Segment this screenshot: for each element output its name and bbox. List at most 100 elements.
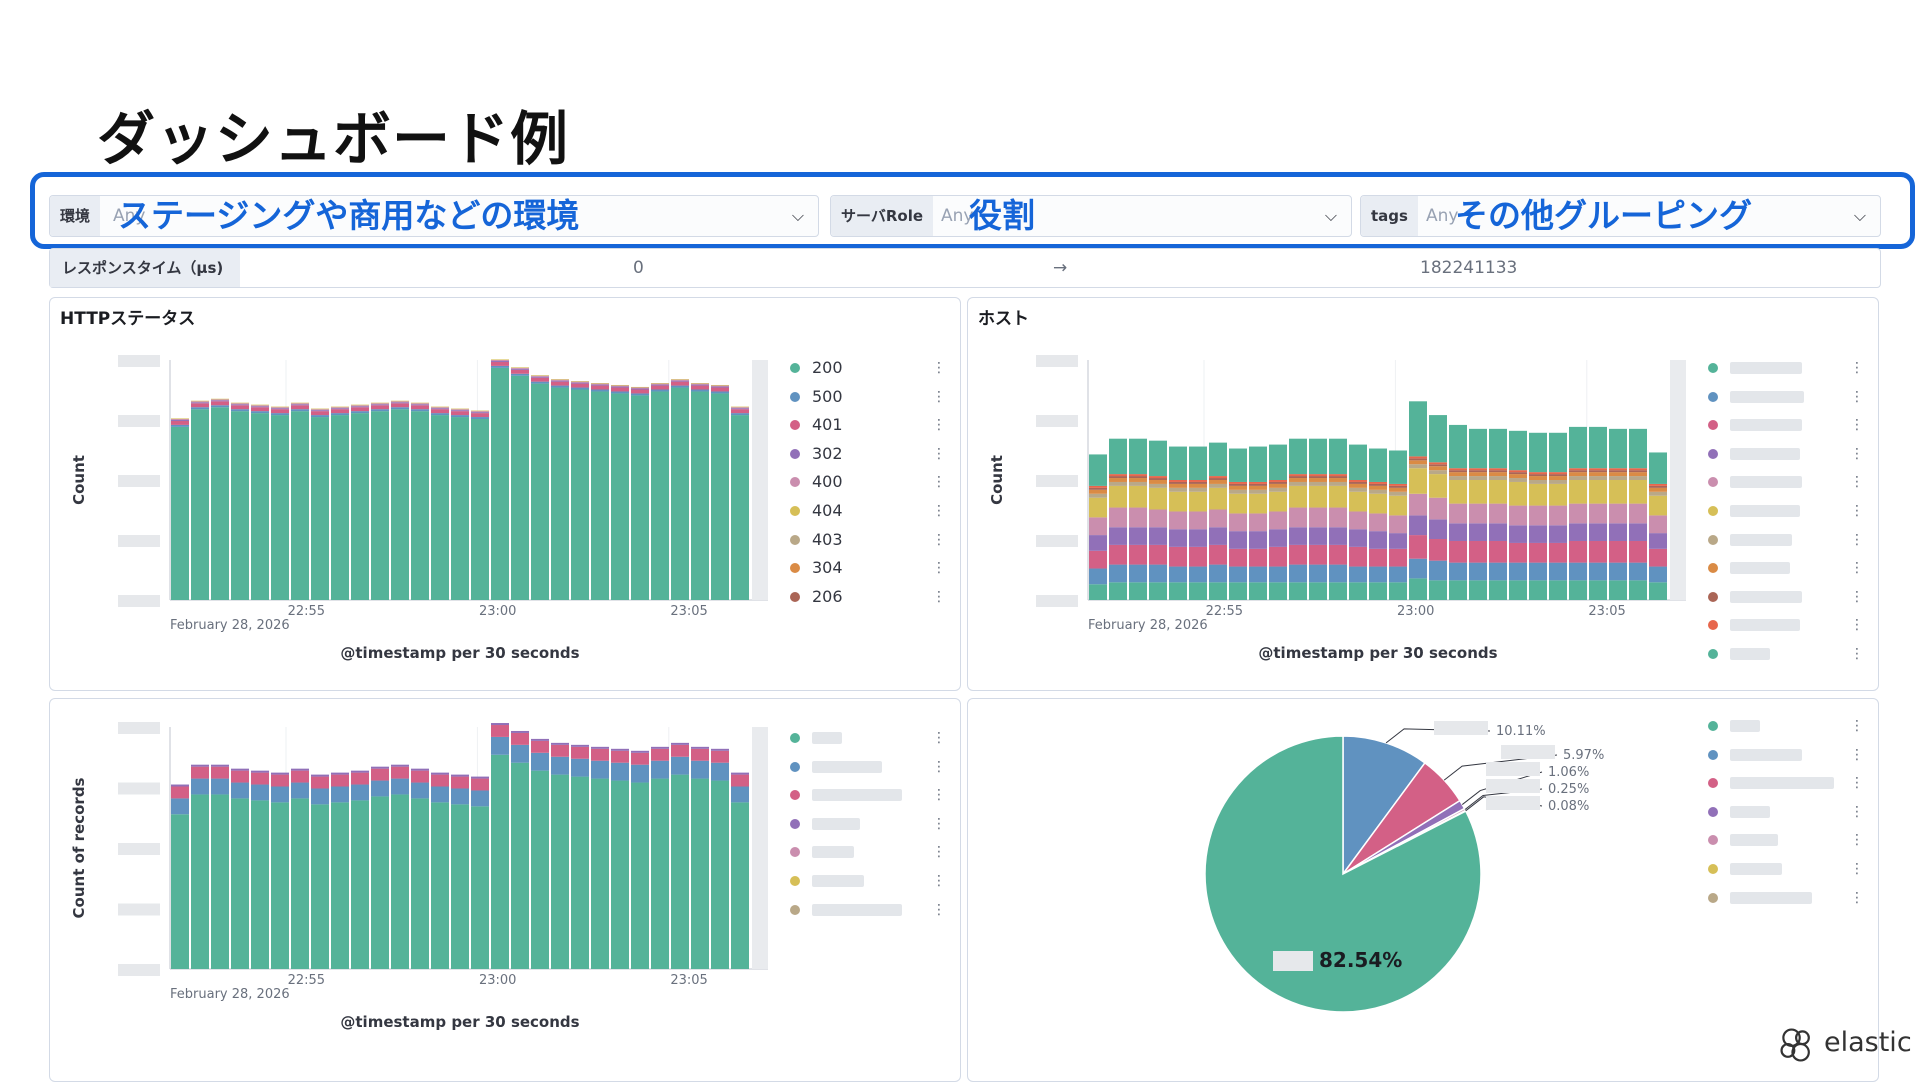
legend-menu-icon[interactable]: ⋮ (1850, 775, 1864, 792)
bar-segment (291, 798, 309, 969)
bar-segment (431, 407, 449, 409)
environment-annotation: ステージングや商用などの環境 (118, 196, 580, 235)
legend-menu-icon[interactable]: ⋮ (932, 560, 946, 577)
bar-segment (1489, 472, 1507, 477)
bar-segment (1389, 450, 1407, 484)
bar-segment (1109, 438, 1127, 475)
bar-segment (1589, 540, 1607, 563)
legend-menu-icon[interactable]: ⋮ (1850, 832, 1864, 849)
legend-menu-icon[interactable]: ⋮ (932, 445, 946, 462)
legend-menu-icon[interactable]: ⋮ (932, 474, 946, 491)
bar-segment (1249, 582, 1267, 600)
range-min[interactable]: 0 (633, 258, 644, 278)
bar-segment (651, 383, 669, 384)
legend-menu-icon[interactable]: ⋮ (932, 502, 946, 519)
y-tick-label-redacted (1036, 475, 1078, 487)
bar-segment (731, 774, 749, 787)
legend-menu-icon[interactable]: ⋮ (1850, 746, 1864, 763)
legend-menu-icon[interactable]: ⋮ (1850, 617, 1864, 634)
bar-segment (1649, 548, 1667, 567)
bar-segment (1169, 566, 1187, 583)
bar-segment (1429, 474, 1447, 498)
bar-segment (211, 405, 229, 408)
legend-menu-icon[interactable]: ⋮ (932, 901, 946, 918)
x-tick-label: 23:05 (1588, 604, 1625, 619)
bar-segment (631, 750, 649, 753)
bar-segment (1229, 448, 1247, 482)
chevron-down-icon[interactable]: ⌵ (791, 206, 804, 225)
y-tick-label-redacted (118, 903, 160, 916)
legend-label-redacted (1730, 533, 1792, 546)
legend-menu-icon[interactable]: ⋮ (932, 815, 946, 832)
legend-menu-icon[interactable]: ⋮ (1850, 889, 1864, 906)
legend-menu-icon[interactable]: ⋮ (932, 730, 946, 746)
bar-segment (1349, 566, 1367, 583)
bar-segment (511, 367, 529, 368)
bar-segment (371, 402, 389, 404)
legend-menu-icon[interactable]: ⋮ (932, 844, 946, 861)
legend-swatch (1708, 620, 1718, 631)
bar-segment (1209, 480, 1227, 484)
bar-segment (1329, 481, 1347, 486)
tags-select[interactable]: tags Any その他グルーピング ⌵ (1360, 195, 1881, 237)
bar-segment (531, 375, 549, 377)
legend-menu-icon[interactable]: ⋮ (1850, 360, 1864, 376)
pie-panel: 10.11% 5.97% 1.06% 0.25% 0.08% 82.54% ⋮ ⋮ ⋮ ⋮ ⋮ ⋮ ⋮ (967, 698, 1879, 1082)
bar-segment (1649, 515, 1667, 534)
legend-label-redacted (812, 789, 902, 802)
legend-menu-icon[interactable]: ⋮ (1850, 645, 1864, 662)
bar-segment (1589, 472, 1607, 477)
bar-segment (391, 409, 409, 600)
bar-segment (571, 776, 589, 969)
bar-segment (211, 766, 229, 779)
legend-menu-icon[interactable]: ⋮ (1850, 588, 1864, 605)
bar-segment (1349, 481, 1367, 484)
legend-menu-icon[interactable]: ⋮ (932, 531, 946, 548)
bar-segment (1209, 487, 1227, 510)
bar-segment (391, 400, 409, 402)
legend-label-redacted (812, 760, 882, 773)
bar-segment (1489, 428, 1507, 469)
legend-label-redacted (1730, 834, 1778, 847)
bar-segment (231, 798, 249, 969)
bar-segment (1529, 432, 1547, 473)
legend-menu-icon[interactable]: ⋮ (1850, 417, 1864, 434)
bar-segment (651, 391, 669, 600)
bar-segment (1529, 505, 1547, 526)
bar-segment (1329, 527, 1347, 545)
legend-menu-icon[interactable]: ⋮ (1850, 474, 1864, 491)
legend-menu-icon[interactable]: ⋮ (932, 388, 946, 405)
y-tick-label-redacted (118, 415, 160, 427)
bar-segment (1449, 476, 1467, 480)
legend-menu-icon[interactable]: ⋮ (932, 588, 946, 605)
chevron-down-icon[interactable]: ⌵ (1324, 206, 1337, 225)
bar-segment (1469, 428, 1487, 469)
bar-segment (551, 387, 569, 600)
legend-menu-icon[interactable]: ⋮ (932, 417, 946, 434)
legend-menu-icon[interactable]: ⋮ (1850, 560, 1864, 577)
legend-menu-icon[interactable]: ⋮ (1850, 445, 1864, 462)
bar-segment (1229, 493, 1247, 514)
environment-select[interactable]: 環境 Any ステージングや商用などの環境 ⌵ (49, 195, 819, 237)
legend-menu-icon[interactable]: ⋮ (932, 360, 946, 376)
bar-segment (431, 413, 449, 416)
legend-menu-icon[interactable]: ⋮ (1850, 718, 1864, 734)
bar-segment (611, 384, 629, 386)
bar-segment (171, 419, 189, 420)
legend-menu-icon[interactable]: ⋮ (1850, 860, 1864, 877)
bar-segment (591, 760, 609, 779)
legend-menu-icon[interactable]: ⋮ (1850, 388, 1864, 405)
response-time-range[interactable]: レスポンスタイム（μs) 0 → 182241133 (49, 248, 1881, 288)
chevron-down-icon[interactable]: ⌵ (1853, 206, 1866, 225)
bar-segment (571, 381, 589, 383)
range-max[interactable]: 182241133 (1420, 258, 1518, 278)
legend-menu-icon[interactable]: ⋮ (1850, 531, 1864, 548)
legend-menu-icon[interactable]: ⋮ (932, 758, 946, 775)
server-role-select[interactable]: サーバRole Any 役割 ⌵ (830, 195, 1352, 237)
bar-segment (1189, 511, 1207, 530)
legend-menu-icon[interactable]: ⋮ (1850, 502, 1864, 519)
bar-segment (1389, 495, 1407, 516)
legend-menu-icon[interactable]: ⋮ (932, 872, 946, 889)
legend-menu-icon[interactable]: ⋮ (932, 787, 946, 804)
legend-menu-icon[interactable]: ⋮ (1850, 803, 1864, 820)
